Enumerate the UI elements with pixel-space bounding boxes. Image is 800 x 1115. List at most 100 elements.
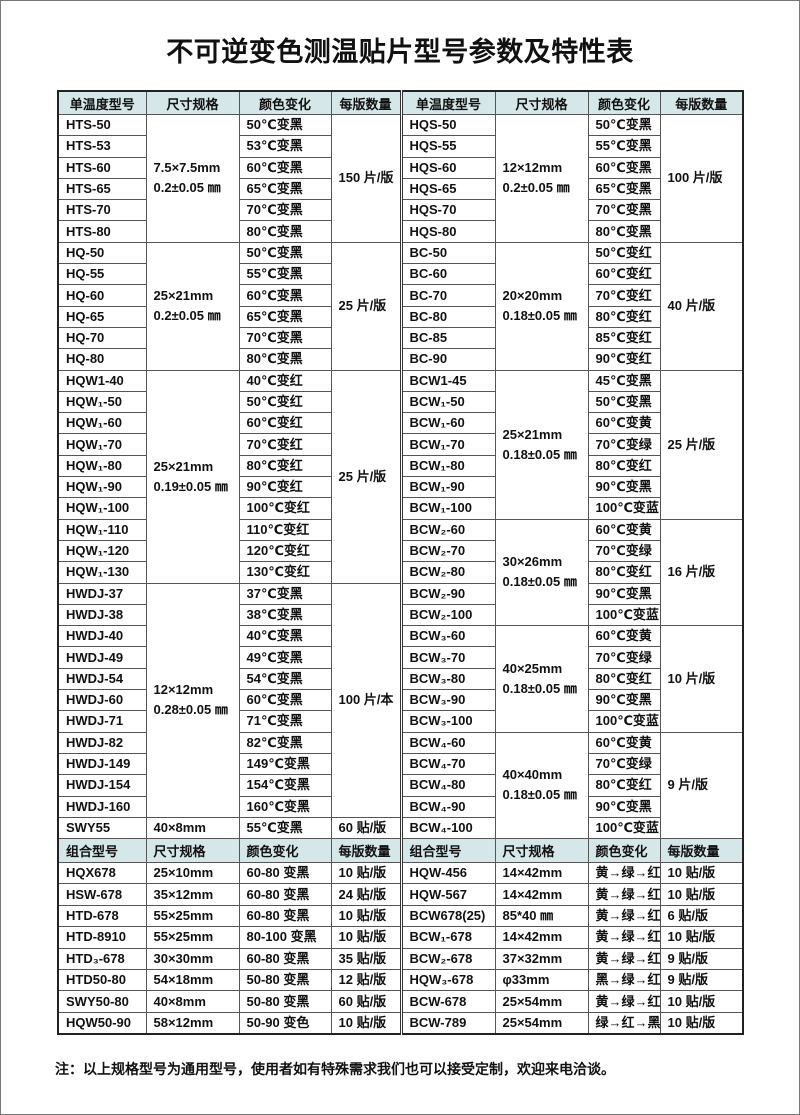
model-cell: BC-60 <box>399 263 496 286</box>
combo-row: HQW50-90 58×12mm 50-90 变色 10 贴/版 BCW-789 25×5… <box>57 1011 744 1035</box>
color-change-cell: 60℃变黄 <box>587 412 661 435</box>
combo-header-row: 组合型号 尺寸规格 颜色变化 每版数量 组合型号 尺寸规格 颜色变化 每版数量 <box>57 838 744 863</box>
size-cell: 54×18mm <box>145 968 240 992</box>
color-change-cell: 60-80 变黑 <box>238 947 332 970</box>
quantity-cell: 25 片/版 <box>330 369 402 584</box>
size-cell: 14×42mm <box>494 883 589 906</box>
model-cell: BCW₄-100 <box>399 816 496 840</box>
color-change-cell: 50℃变红 <box>587 241 661 265</box>
size-cell: 12×12mm 0.28±0.05 ㎜ <box>145 582 240 818</box>
color-change-cell: 70℃变绿 <box>587 646 661 669</box>
color-change-cell: 黑→绿→红 <box>587 968 661 992</box>
color-change-cell: 80-100 变黑 <box>238 926 332 949</box>
color-change-cell: 黄→绿→红 <box>587 904 661 928</box>
combo-model-cell: BCW-678 <box>399 990 496 1013</box>
model-cell: BCW₄-70 <box>399 752 496 776</box>
table-row: HWDJ-71 71℃变黑 BCW₃-100 100℃变蓝 <box>57 710 743 733</box>
combo-model-cell: HTD50-80 <box>57 968 147 992</box>
color-change-cell: 60℃变黑 <box>587 156 661 179</box>
size-cell: 20×20mm 0.18±0.05 ㎜ <box>494 241 589 371</box>
combo-model-cell: BCW₂-678 <box>399 947 496 970</box>
color-change-cell: 80℃变黑 <box>238 348 332 371</box>
color-change-cell: 65℃变黑 <box>587 177 661 201</box>
model-cell: HQ-55 <box>57 263 147 286</box>
quantity-cell: 9 贴/版 <box>659 947 744 970</box>
size-cell: 7.5×7.5mm 0.2±0.05 ㎜ <box>145 114 240 243</box>
color-change-cell: 154℃变黑 <box>238 774 332 797</box>
model-cell: HWDJ-60 <box>57 689 147 712</box>
color-change-cell: 60℃变黑 <box>238 156 332 179</box>
table-row: HTS-53 53℃变黑 HQS-55 55℃变黑 <box>57 135 743 158</box>
color-change-cell: 黄→绿→红 <box>587 861 661 885</box>
table-row: HQW1-40 25×21mm 0.19±0.05 ㎜ 40℃变红 25 片/版 BCW1… <box>57 369 744 584</box>
table-row: HWDJ-82 82℃变黑 BCW₄-60 40×40mm 0.18±0.05 ㎜ 60℃… <box>57 731 744 840</box>
color-change-cell: 70℃变黑 <box>238 326 332 350</box>
color-change-cell: 37℃变黑 <box>238 582 332 605</box>
color-change-cell: 54℃变黑 <box>238 667 332 691</box>
size-cell: φ33mm <box>494 968 589 992</box>
quantity-cell: 10 贴/版 <box>659 883 744 906</box>
quantity-cell: 35 贴/版 <box>330 947 402 970</box>
size-cell: 12×12mm 0.2±0.05 ㎜ <box>494 114 589 243</box>
color-change-cell: 70℃变红 <box>587 284 661 307</box>
model-cell: HWDJ-71 <box>57 710 147 733</box>
quantity-cell: 9 片/版 <box>659 731 744 840</box>
combo-model-cell: HTD-8910 <box>57 926 147 949</box>
model-cell: BCW₁-90 <box>399 476 496 499</box>
color-change-cell: 80℃变红 <box>587 667 661 691</box>
model-cell: HQW₁-70 <box>57 433 147 456</box>
size-cell: 14×42mm <box>494 926 589 949</box>
quantity-cell: 12 贴/版 <box>330 968 402 992</box>
color-change-cell: 85℃变红 <box>587 326 661 350</box>
model-cell: HQ-80 <box>57 348 147 371</box>
quantity-cell: 10 贴/版 <box>330 926 402 949</box>
single-temperature-table: 单温度型号 尺寸规格 颜色变化 每版数量 单温度型号 尺寸规格 颜色变化 每版数… <box>57 90 744 841</box>
model-cell: BC-90 <box>399 348 496 371</box>
header-combo-model: 组合型号 <box>57 838 147 863</box>
table-row: HWDJ-37 12×12mm 0.28±0.05 ㎜ 37℃变黑 100 片/本 BCW… <box>57 582 743 818</box>
table-row: HQW₁-50 50℃变红 BCW₁-50 50℃变黑 <box>57 390 743 414</box>
model-cell: BCW₃-100 <box>399 710 496 733</box>
model-cell: HTS-50 <box>57 113 147 137</box>
color-change-cell: 110℃变红 <box>238 518 332 541</box>
combo-model-cell: HSW-678 <box>57 883 147 906</box>
color-change-cell: 80℃变红 <box>587 454 661 478</box>
color-change-cell: 黄→绿→红 <box>587 926 661 949</box>
color-change-cell: 80℃变黑 <box>587 220 661 243</box>
header-size: 尺寸规格 <box>494 838 589 863</box>
model-cell: BCW₃-60 <box>399 625 496 648</box>
table-row: HQ-80 80℃变黑 BC-90 90℃变红 <box>57 348 743 371</box>
color-change-cell: 70℃变绿 <box>587 539 661 563</box>
table-row: HWDJ-38 38℃变黑 BCW₂-100 100℃变蓝 <box>57 603 743 627</box>
size-cell: 85*40 ㎜ <box>494 904 589 928</box>
color-change-cell: 120℃变红 <box>238 539 332 563</box>
model-cell: BCW₂-60 <box>399 518 496 541</box>
color-change-cell: 50℃变红 <box>238 390 332 414</box>
table-row: HTS-60 60℃变黑 HQS-60 60℃变黑 <box>57 156 743 179</box>
model-cell: HQS-60 <box>399 156 496 179</box>
model-cell: BCW₃-80 <box>399 667 496 691</box>
combo-model-cell: HTD₃-678 <box>57 947 147 970</box>
header-color-change: 颜色变化 <box>238 90 332 115</box>
model-cell: HQS-65 <box>399 177 496 201</box>
model-cell: BCW₂-80 <box>399 561 496 584</box>
color-change-cell: 90℃变红 <box>238 476 332 499</box>
color-change-cell: 45℃变黑 <box>587 369 661 392</box>
size-cell: 30×30mm <box>145 947 240 970</box>
color-change-cell: 80℃变黑 <box>238 220 332 243</box>
model-cell: HWDJ-40 <box>57 625 147 648</box>
model-cell: HQS-55 <box>399 135 496 158</box>
combo-row: HTD₃-678 30×30mm 60-80 变黑 35 贴/版 BCW₂-678 37×… <box>57 947 744 970</box>
size-cell: 40×25mm 0.18±0.05 ㎜ <box>494 625 589 733</box>
color-change-cell: 50-80 变黑 <box>238 990 332 1013</box>
model-cell: HWDJ-154 <box>57 774 147 797</box>
model-cell: BCW₃-70 <box>399 646 496 669</box>
combo-row: HQX678 25×10mm 60-80 变黑 10 贴/版 HQW-456 14×42m… <box>57 861 744 885</box>
table-row: HWDJ-160 160℃变黑 BCW₄-90 90℃变黑 <box>57 795 743 818</box>
color-change-cell: 60-80 变黑 <box>238 861 332 885</box>
model-cell: BCW₁-100 <box>399 497 496 520</box>
combo-model-cell: BCW₁-678 <box>399 926 496 949</box>
color-change-cell: 黄→绿→红 <box>587 947 661 970</box>
quantity-cell: 40 片/版 <box>659 241 744 371</box>
color-change-cell: 90℃变黑 <box>587 476 661 499</box>
